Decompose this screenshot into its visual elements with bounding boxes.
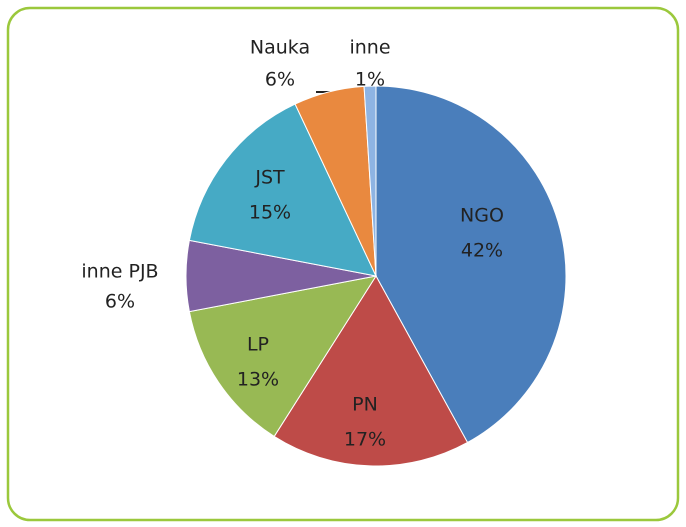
slice-label: inne PJB [81, 261, 158, 283]
pie-slice [273, 275, 469, 467]
slice-label: Nauka [250, 37, 310, 59]
value-label: 17% [344, 429, 386, 451]
value-label: 13% [237, 369, 279, 391]
value-label: 42% [461, 240, 503, 262]
value-label: 15% [249, 202, 291, 224]
pie-slice [363, 85, 377, 277]
slice-label: NGO [460, 205, 504, 227]
slice-label: JST [254, 167, 285, 189]
pie-slice [188, 103, 377, 277]
slice-label: PN [352, 394, 378, 416]
pie-slice [375, 85, 567, 444]
slice-label: inne [349, 37, 390, 59]
slice-label: LP [247, 334, 269, 356]
value-label: 6% [265, 69, 295, 91]
value-label: 1% [355, 69, 385, 91]
value-label: 6% [105, 291, 135, 313]
pie-slice [188, 275, 378, 438]
